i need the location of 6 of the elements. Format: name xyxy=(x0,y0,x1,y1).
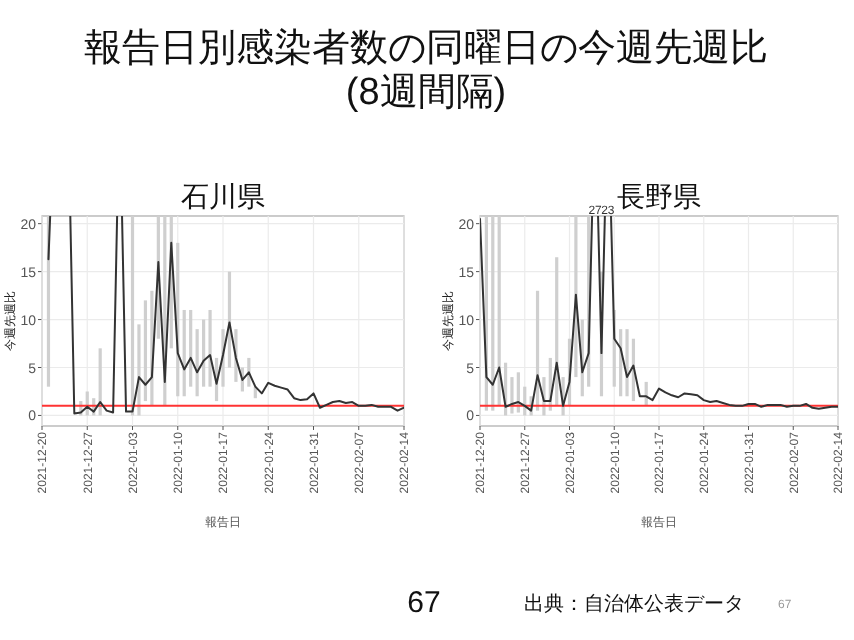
source-note: 出典：自治体公表データ xyxy=(524,592,744,616)
text: (8週間隔) xyxy=(345,72,507,114)
chart-title: 長野県 xyxy=(617,180,701,212)
chart-title: 石川県 xyxy=(181,180,265,212)
text: 67 xyxy=(407,586,441,620)
text: 報告日別感染者数の同曜日の今週先週比 xyxy=(84,26,768,70)
